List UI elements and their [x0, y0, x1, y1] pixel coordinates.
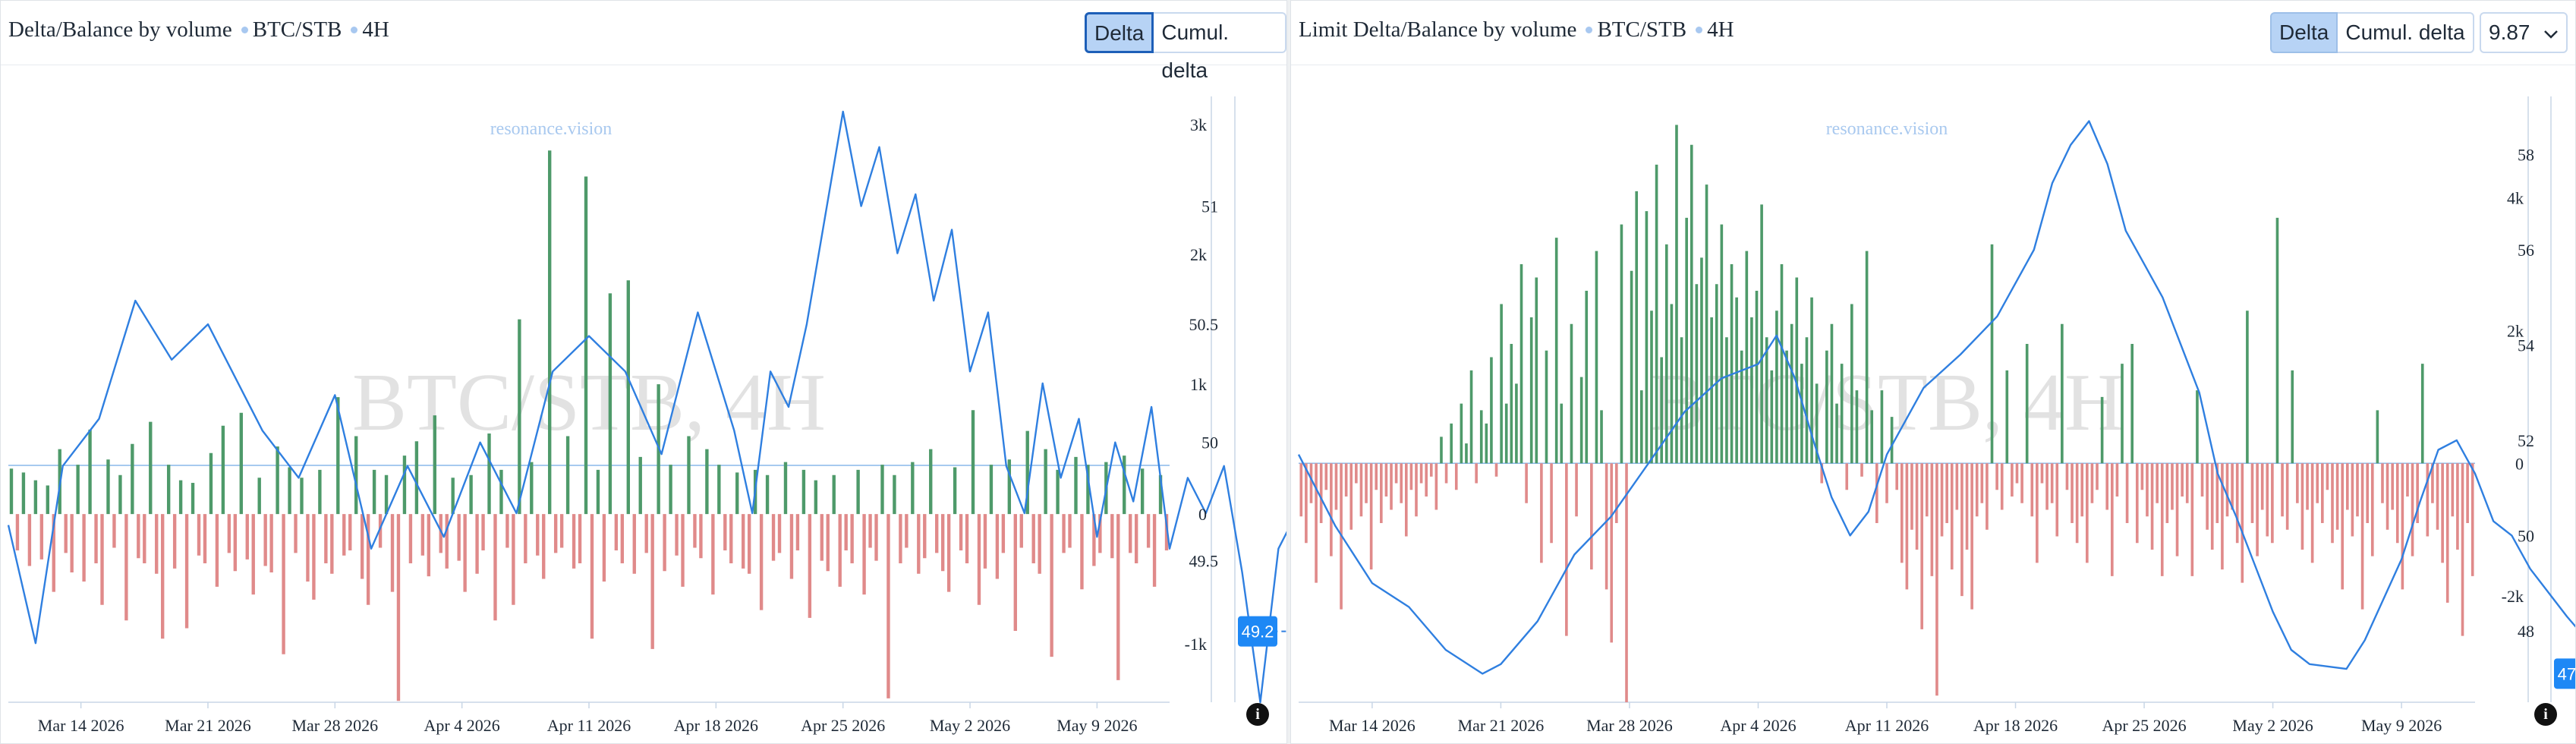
x-tick-label: Apr 25 2026	[2102, 716, 2186, 735]
balance-axis-tick-label: 58	[2518, 145, 2534, 164]
delta-axis-tick-label: 4k	[2507, 189, 2524, 208]
delta-axis-tick-label: -2k	[2502, 587, 2524, 606]
right-panel-title: Limit Delta/Balance by volume BTC/STB 4H	[1299, 17, 1734, 43]
right-mode-toggle: Delta Cumul. delta	[2270, 12, 2474, 53]
x-tick-label: Mar 21 2026	[165, 716, 251, 735]
delta-axis-tick-label: -1k	[1185, 635, 1207, 654]
left-pair: BTC/STB	[252, 17, 342, 42]
left-title-text: Delta/Balance by volume	[8, 17, 232, 42]
left-timeframe: 4H	[362, 17, 389, 42]
x-tick-label: May 2 2026	[930, 716, 1010, 735]
right-chart-panel: Limit Delta/Balance by volume BTC/STB 4H D…	[1290, 0, 2576, 744]
right-title-text: Limit Delta/Balance by volume	[1299, 17, 1577, 42]
x-tick-label: Mar 14 2026	[1329, 716, 1416, 735]
delta-axis-tick-label: 3k	[1190, 115, 1207, 134]
x-tick-label: Apr 11 2026	[1845, 716, 1929, 735]
left-info-icon[interactable]: i	[1246, 703, 1269, 726]
x-tick-label: Apr 11 2026	[547, 716, 631, 735]
right-cumul-delta-button[interactable]: Cumul. delta	[2338, 12, 2474, 53]
left-panel-title: Delta/Balance by volume BTC/STB 4H	[8, 17, 389, 43]
delta-axis-tick-label: 2k	[2507, 321, 2524, 340]
balance-axis-tick-label: 56	[2518, 241, 2534, 260]
left-panel-header: Delta/Balance by volume BTC/STB 4H Delta C…	[1, 1, 1286, 82]
x-tick-label: Mar 21 2026	[1458, 716, 1545, 735]
x-tick-label: Apr 18 2026	[674, 716, 758, 735]
delta-axis-tick-label: 1k	[1190, 375, 1207, 394]
current-value-badge	[1238, 616, 1277, 647]
x-tick-label: Mar 28 2026	[1586, 716, 1673, 735]
x-tick-label: May 9 2026	[2361, 716, 2442, 735]
source-label: resonance.vision	[490, 119, 613, 139]
x-tick-label: Mar 28 2026	[291, 716, 378, 735]
delta-axis-tick-label: 2k	[1190, 245, 1207, 264]
balance-axis-tick-label: 50	[2518, 526, 2534, 545]
watermark: BTC/STB, 4H	[352, 358, 826, 448]
left-delta-button[interactable]: Delta	[1085, 12, 1154, 53]
balance-axis-tick-label: 49.5	[1189, 551, 1219, 570]
x-tick-label: Apr 4 2026	[1720, 716, 1796, 735]
x-tick-label: Mar 14 2026	[38, 716, 124, 735]
balance-line	[7, 110, 1286, 704]
current-value-label: 49.2	[1242, 623, 1274, 642]
left-delta-chart[interactable]: BTC/STB, 4H resonance.vision Mar 14 2026 Ma…	[1, 66, 1286, 743]
balance-axis-tick-label: 50	[1201, 433, 1218, 452]
right-info-icon[interactable]: i	[2534, 703, 2557, 726]
left-cumul-delta-button[interactable]: Cumul. delta	[1154, 12, 1286, 82]
threshold-value: 9.87	[2489, 20, 2530, 44]
separator-dot	[1696, 26, 1703, 33]
threshold-select[interactable]: 9.87	[2480, 12, 2568, 53]
delta-axis-tick-label: 0	[2515, 454, 2524, 473]
left-chart-panel: Delta/Balance by volume BTC/STB 4H Delta C…	[0, 0, 1287, 744]
chevron-down-icon	[2543, 14, 2559, 52]
balance-line	[1297, 120, 2575, 675]
x-tick-label: Apr 4 2026	[424, 716, 500, 735]
balance-axis-tick-label: 54	[2518, 336, 2534, 355]
watermark: BTC/STB, 4H	[1650, 358, 2124, 448]
left-mode-toggle: Delta Cumul. delta	[1085, 12, 1286, 82]
separator-dot	[351, 26, 358, 33]
balance-axis-tick-label: 52	[2518, 431, 2534, 450]
current-value-badge	[2554, 658, 2575, 689]
delta-axis-tick-label: 0	[1198, 505, 1207, 524]
balance-axis-tick-label: 51	[1201, 197, 1218, 216]
right-timeframe: 4H	[1707, 17, 1734, 42]
x-tick-label: Apr 25 2026	[801, 716, 885, 735]
x-tick-label: May 9 2026	[1057, 716, 1137, 735]
balance-axis-tick-label: 50.5	[1189, 315, 1219, 334]
balance-axis-tick-label: 48	[2518, 622, 2534, 641]
separator-dot	[241, 26, 248, 33]
current-value-label: 47.1	[2558, 664, 2575, 683]
right-panel-header: Limit Delta/Balance by volume BTC/STB 4H D…	[1291, 1, 2575, 65]
separator-dot	[1586, 26, 1593, 33]
source-label: resonance.vision	[1826, 119, 1948, 139]
x-tick-label: May 2 2026	[2232, 716, 2313, 735]
right-pair: BTC/STB	[1597, 17, 1687, 42]
right-delta-button[interactable]: Delta	[2270, 12, 2338, 53]
x-tick-label: Apr 18 2026	[1973, 716, 2058, 735]
right-delta-chart[interactable]: BTC/STB, 4H resonance.vision Mar 14 2026 Ma…	[1291, 66, 2575, 743]
